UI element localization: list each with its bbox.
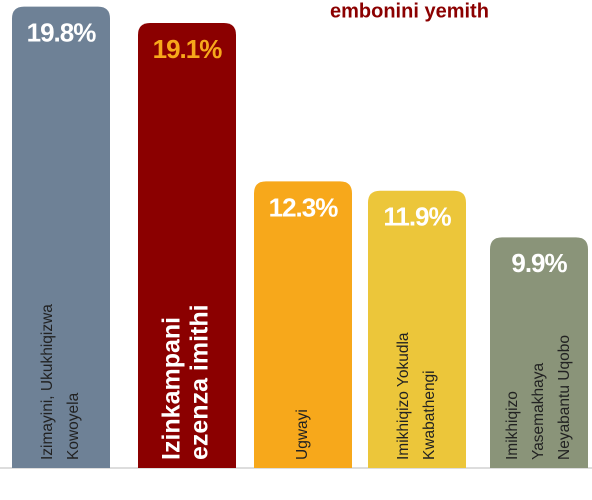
bar — [254, 181, 352, 468]
category-label: Izimayini, Ukukhiqizwa — [39, 304, 56, 460]
value-label: 12.3% — [269, 192, 339, 222]
bar — [490, 237, 588, 468]
bar — [368, 190, 466, 469]
category-label: Kowoyela — [65, 392, 82, 460]
value-label: 19.1% — [153, 34, 223, 64]
category-label: Kwabathengi — [421, 370, 438, 460]
bar — [12, 6, 110, 468]
category-label: Neyabantu Uqobo — [556, 335, 573, 460]
value-label: 9.9% — [511, 248, 567, 278]
category-label: Yasemakhaya — [530, 363, 547, 460]
bar — [138, 22, 236, 468]
value-label: 19.8% — [27, 18, 97, 48]
category-label: Imikhiqizo Yokudla — [395, 332, 412, 460]
value-label: 11.9% — [383, 202, 451, 232]
category-label: Ugwayi — [294, 409, 311, 460]
category-label: Imikhiqizo — [504, 391, 521, 460]
category-label: Izinkampani — [158, 317, 186, 460]
chart-title: embonini yemith — [330, 0, 489, 22]
category-label: ezenza imithi — [186, 304, 214, 460]
